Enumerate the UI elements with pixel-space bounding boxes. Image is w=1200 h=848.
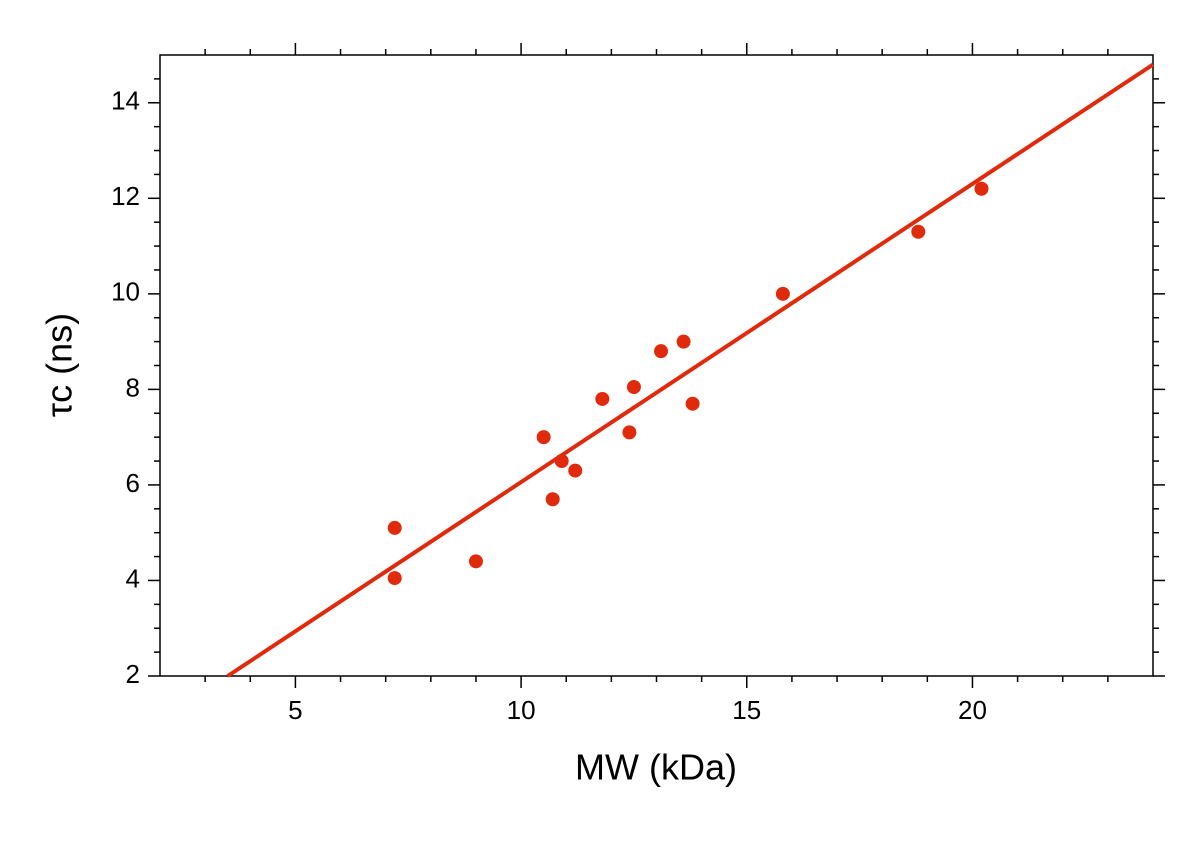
y-tick-label: 10 <box>111 277 140 307</box>
data-point <box>568 463 583 478</box>
y-tick-label: 12 <box>111 181 140 211</box>
y-tick-label: 2 <box>126 659 140 689</box>
y-tick-label: 6 <box>126 468 140 498</box>
data-point <box>654 344 669 359</box>
data-point <box>676 334 691 349</box>
y-axis-label: τc (ns) <box>39 313 80 417</box>
data-point <box>387 520 402 535</box>
y-tick-label: 14 <box>111 86 140 116</box>
y-tick-label: 8 <box>126 372 140 402</box>
fit-line <box>226 62 1155 678</box>
x-tick-label: 20 <box>958 695 987 725</box>
x-tick-label: 5 <box>288 695 302 725</box>
plot-frame <box>159 54 1154 677</box>
data-point <box>545 492 560 507</box>
data-point <box>626 379 641 394</box>
data-point <box>622 425 637 440</box>
data-point <box>974 181 989 196</box>
x-axis-label: MW (kDa) <box>575 747 737 788</box>
y-tick-label: 4 <box>126 563 140 593</box>
data-point <box>911 224 926 239</box>
data-point <box>595 391 610 406</box>
x-tick-label: 15 <box>732 695 761 725</box>
data-point <box>536 430 551 445</box>
x-tick-label: 10 <box>507 695 536 725</box>
data-point <box>775 286 790 301</box>
data-point <box>387 571 402 586</box>
data-point <box>685 396 700 411</box>
data-point <box>468 554 483 569</box>
